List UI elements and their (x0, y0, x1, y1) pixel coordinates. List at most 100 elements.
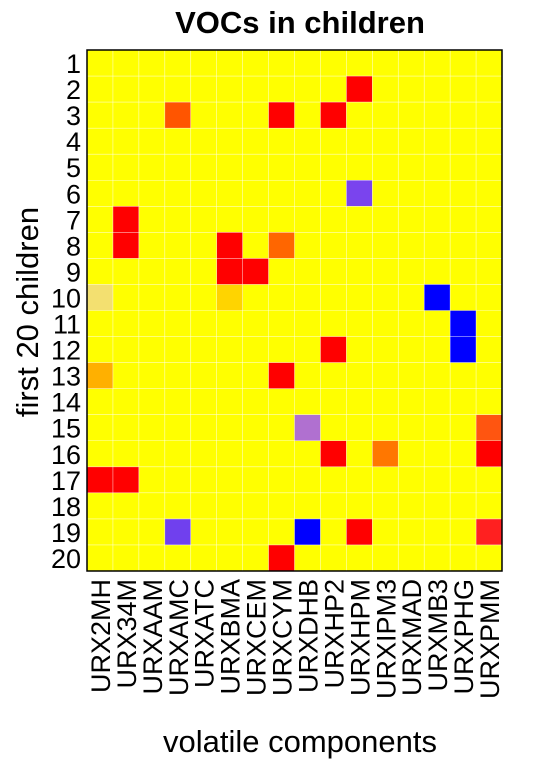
heatmap-cell (164, 492, 191, 519)
heatmap-cell (372, 76, 399, 103)
heatmap-cell (216, 466, 243, 493)
chart-title: VOCs in children (175, 5, 425, 40)
heatmap-cell (294, 336, 321, 363)
y-tick-label: 13 (51, 362, 81, 392)
heatmap-cell (190, 206, 217, 233)
x-axis-label: volatile components (163, 724, 437, 759)
heatmap-cell (216, 440, 243, 467)
heatmap-cell (87, 388, 113, 415)
y-tick-label: 14 (51, 388, 81, 418)
heatmap-cell (476, 310, 502, 337)
x-tick-label: URXAAM (138, 579, 168, 695)
heatmap-cell (87, 258, 113, 285)
heatmap-cell (190, 102, 217, 129)
heatmap-cell (190, 180, 217, 207)
heatmap-cell (268, 232, 295, 259)
heatmap-cell (372, 492, 399, 519)
heatmap-cell (112, 258, 139, 285)
heatmap-cell (190, 128, 217, 155)
heatmap-cell (164, 310, 191, 337)
heatmap-cell (268, 258, 295, 285)
heatmap-cell (138, 518, 165, 545)
x-tick-label: URXHP2 (319, 579, 349, 689)
heatmap-cell (164, 76, 191, 103)
heatmap-cell (476, 102, 502, 129)
heatmap-cell (346, 388, 373, 415)
x-tick-label: URXATC (190, 579, 220, 688)
heatmap-cell (87, 284, 113, 311)
heatmap-cell (294, 440, 321, 467)
heatmap-cell (164, 232, 191, 259)
heatmap-cell (190, 336, 217, 363)
heatmap-cell (216, 310, 243, 337)
heatmap-cell (372, 544, 399, 571)
heatmap-cell (87, 362, 113, 389)
heatmap-cell (216, 492, 243, 519)
heatmap-cell (450, 492, 477, 519)
heatmap-cell (112, 544, 139, 571)
heatmap-cell (476, 50, 502, 77)
heatmap-cell (294, 362, 321, 389)
heatmap-cell (424, 206, 451, 233)
heatmap-cell (320, 284, 347, 311)
heatmap-cell (242, 310, 269, 337)
heatmap-cell (87, 310, 113, 337)
heatmap-cell (320, 518, 347, 545)
y-tick-label: 7 (66, 205, 81, 235)
y-tick-label: 3 (66, 101, 81, 131)
heatmap-cell (398, 440, 425, 467)
heatmap-cell (112, 440, 139, 467)
plot-border (86, 49, 503, 572)
heatmap-cell (138, 544, 165, 571)
heatmap-cell (450, 258, 477, 285)
heatmap-cell (372, 102, 399, 129)
heatmap-cell (294, 76, 321, 103)
heatmap-cell (268, 310, 295, 337)
heatmap-cell (164, 180, 191, 207)
heatmap-cell (398, 180, 425, 207)
heatmap-cell (398, 310, 425, 337)
heatmap-cell (346, 414, 373, 441)
heatmap-cell (476, 154, 502, 181)
y-tick-label: 1 (66, 49, 81, 79)
heatmap-cell (87, 544, 113, 571)
x-tick-label: URXBMA (216, 579, 246, 695)
y-tick-label: 18 (51, 492, 81, 522)
heatmap-cell (320, 180, 347, 207)
heatmap-cell (138, 76, 165, 103)
heatmap-cell (242, 466, 269, 493)
heatmap-cell (112, 76, 139, 103)
heatmap-cell (424, 154, 451, 181)
y-tick-label: 8 (66, 231, 81, 261)
heatmap-cell (346, 466, 373, 493)
heatmap-cell (450, 206, 477, 233)
heatmap-cell (268, 284, 295, 311)
heatmap-cell (216, 102, 243, 129)
heatmap-cell (216, 414, 243, 441)
heatmap-cell (164, 440, 191, 467)
heatmap-cell (138, 310, 165, 337)
heatmap-cell (424, 180, 451, 207)
heatmap-cell (138, 336, 165, 363)
heatmap-cell (268, 388, 295, 415)
heatmap-cell (398, 414, 425, 441)
heatmap-cell (190, 466, 217, 493)
heatmap-cell (450, 466, 477, 493)
heatmap-cell (476, 76, 502, 103)
heatmap-cell (87, 206, 113, 233)
heatmap-cell (476, 284, 502, 311)
heatmap-cell (320, 388, 347, 415)
heatmap-cell (320, 414, 347, 441)
heatmap-cell (294, 128, 321, 155)
heatmap-cell (320, 206, 347, 233)
heatmap-cell (138, 128, 165, 155)
heatmap-cell (424, 76, 451, 103)
y-tick-label: 15 (51, 414, 81, 444)
heatmap-cell (424, 102, 451, 129)
heatmap-cell (450, 336, 477, 363)
heatmap-cell (138, 258, 165, 285)
heatmap-cell (294, 414, 321, 441)
heatmap-cell (320, 76, 347, 103)
heatmap-cell (112, 284, 139, 311)
